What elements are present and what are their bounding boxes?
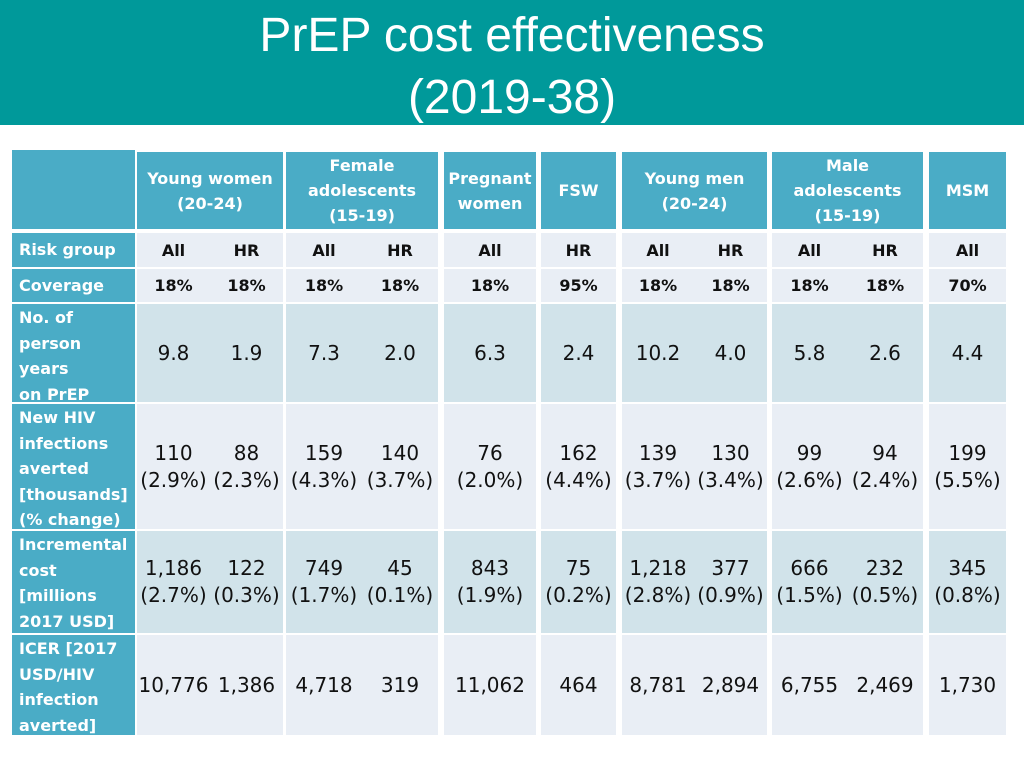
table-cell: 162 (4.4%) [541,404,616,529]
group-header: FSW [541,152,616,229]
table-cell: 1,218 (2.8%) [622,531,694,633]
table-cell: 4,718 [286,635,362,735]
table-cell: 319 [362,635,438,735]
table-cell: 95% [541,269,616,302]
table-cell: 88 (2.3%) [210,404,283,529]
table-cell: 4.0 [694,304,767,402]
table-cell: HR [362,233,438,267]
table-cell: 9.8 [137,304,210,402]
group-header: Young men (20-24) [622,152,767,229]
table-cell: 130 (3.4%) [694,404,767,529]
table-cell: 10.2 [622,304,694,402]
table-cell: 139 (3.7%) [622,404,694,529]
table-cell: 18% [362,269,438,302]
row-label-infections-averted: New HIV infections averted [thousands] (… [12,404,135,529]
table-cell: HR [847,233,923,267]
group-header: MSM [929,152,1006,229]
table-cell: 5.8 [772,304,847,402]
slide-title: PrEP cost effectiveness [259,9,765,62]
table-cell: All [286,233,362,267]
title-bar [0,0,1024,125]
table-cell: HR [694,233,767,267]
table-cell: 6.3 [444,304,536,402]
group-header: Male adolescents (15-19) [772,152,923,229]
table-cell: 76 (2.0%) [444,404,536,529]
table-cell: 18% [444,269,536,302]
table-cell: 70% [929,269,1006,302]
row-label-person-years: No. of person years on PrEP [millions] [12,304,135,429]
table-cell: 666 (1.5%) [772,531,847,633]
table-cell: 1.9 [210,304,283,402]
table-cell: 18% [622,269,694,302]
table-cell: All [444,233,536,267]
table-cell: 122 (0.3%) [210,531,283,633]
table-cell: All [622,233,694,267]
table-cell: 749 (1.7%) [286,531,362,633]
row-label-risk-group: Risk group [12,233,135,267]
table-cell: 94 (2.4%) [847,404,923,529]
table-cell: 345 (0.8%) [929,531,1006,633]
table-cell: All [772,233,847,267]
table-cell: 377 (0.9%) [694,531,767,633]
table-cell: HR [210,233,283,267]
table-cell: HR [541,233,616,267]
group-header: Pregnant women [444,152,536,229]
table-cell: 2.6 [847,304,923,402]
group-header: Young women (20-24) [137,152,283,229]
row-label-coverage: Coverage [12,269,135,302]
table-cell: 18% [847,269,923,302]
row-label-icer: ICER [2017 USD/HIV infection averted] [12,635,135,735]
table-cell: 11,062 [444,635,536,735]
table-cell: 232 (0.5%) [847,531,923,633]
table-cell: 159 (4.3%) [286,404,362,529]
table-cell: 18% [694,269,767,302]
slide-subtitle: (2019-38) [407,71,617,124]
table-cell: 10,776 [137,635,210,735]
table-cell: 18% [210,269,283,302]
table-cell: All [929,233,1006,267]
table-cell: 7.3 [286,304,362,402]
table-cell: 464 [541,635,616,735]
table-cell: 2,894 [694,635,767,735]
table-corner [12,150,135,229]
row-label-incremental-cost: Incremental cost [millions 2017 USD] (% … [12,531,135,656]
table-cell: 1,386 [210,635,283,735]
table-cell: 1,730 [929,635,1006,735]
table-cell: 2,469 [847,635,923,735]
table-cell: 18% [286,269,362,302]
table-cell: 2.4 [541,304,616,402]
table-cell: 1,186 (2.7%) [137,531,210,633]
table-cell: 4.4 [929,304,1006,402]
table-cell: 18% [137,269,210,302]
table-cell: 18% [772,269,847,302]
table-cell: All [137,233,210,267]
table-cell: 2.0 [362,304,438,402]
table-cell: 99 (2.6%) [772,404,847,529]
table-cell: 8,781 [622,635,694,735]
table-cell: 199 (5.5%) [929,404,1006,529]
group-header: Female adolescents (15-19) [286,152,438,229]
table-cell: 6,755 [772,635,847,735]
table-cell: 140 (3.7%) [362,404,438,529]
table-cell: 843 (1.9%) [444,531,536,633]
table-cell: 45 (0.1%) [362,531,438,633]
table-cell: 75 (0.2%) [541,531,616,633]
table-cell: 110 (2.9%) [137,404,210,529]
